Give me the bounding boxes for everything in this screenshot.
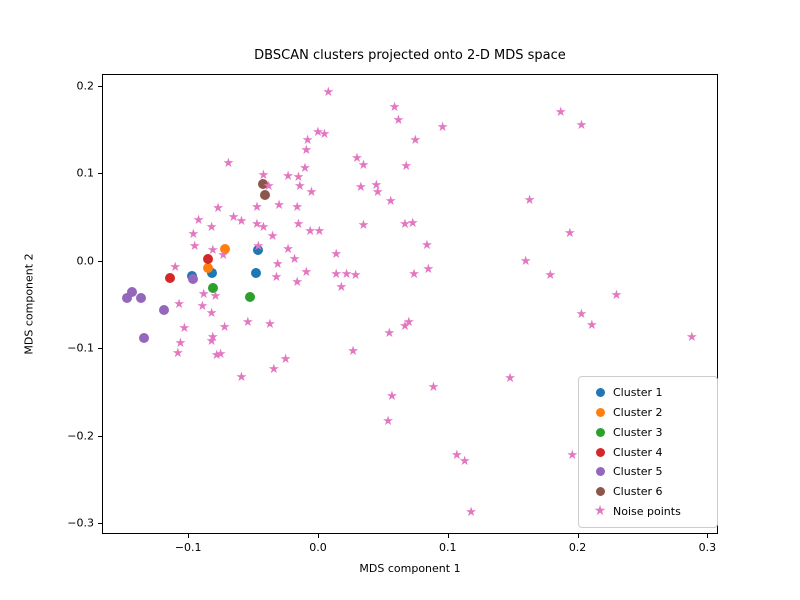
legend-label: Cluster 5 — [613, 465, 663, 479]
circle-marker-icon — [587, 408, 613, 418]
y-tick-label: 0.1 — [76, 166, 95, 180]
x-tick-label: 0.2 — [568, 541, 587, 554]
legend-label: Cluster 4 — [613, 445, 663, 459]
x-tick — [188, 534, 190, 538]
y-tick — [98, 523, 102, 525]
legend-item-cluster-6: Cluster 6 — [587, 482, 709, 502]
legend-label: Cluster 2 — [613, 406, 663, 420]
y-tick-label: −0.3 — [67, 516, 94, 530]
x-tick — [317, 534, 319, 538]
circle-marker-icon — [587, 388, 613, 398]
y-tick — [98, 260, 102, 262]
x-tick-label: 0.3 — [698, 541, 717, 554]
legend: Cluster 1 Cluster 2 Cluster 3 Cluster 4 Clus… — [578, 376, 718, 528]
x-tick — [577, 534, 579, 538]
legend-item-cluster-3: Cluster 3 — [587, 422, 709, 442]
legend-item-noise-points: ★ Noise points — [587, 501, 709, 521]
x-tick — [707, 534, 709, 538]
legend-label: Cluster 3 — [613, 425, 663, 439]
legend-label: Cluster 6 — [613, 484, 663, 498]
legend-item-cluster-1: Cluster 1 — [587, 383, 709, 403]
circle-marker-icon — [587, 486, 613, 496]
legend-label: Noise points — [613, 504, 681, 518]
y-tick — [98, 348, 102, 350]
x-axis-label: MDS component 1 — [359, 562, 461, 575]
x-tick-label: 0.0 — [309, 541, 327, 554]
y-tick-label: 0.0 — [76, 254, 95, 268]
y-tick — [98, 85, 102, 87]
x-tick-label: 0.1 — [439, 541, 457, 554]
y-tick-label: 0.2 — [76, 79, 95, 93]
legend-label: Cluster 1 — [613, 386, 663, 400]
y-tick-label: −0.2 — [67, 429, 94, 443]
y-tick — [98, 173, 102, 175]
circle-marker-icon — [587, 427, 613, 437]
plot-title: DBSCAN clusters projected onto 2-D MDS s… — [254, 48, 566, 63]
legend-item-cluster-2: Cluster 2 — [587, 403, 709, 423]
y-tick-label: −0.1 — [67, 341, 94, 355]
x-tick-label: −0.1 — [174, 541, 202, 554]
y-tick — [98, 435, 102, 437]
legend-item-cluster-5: Cluster 5 — [587, 462, 709, 482]
legend-item-cluster-4: Cluster 4 — [587, 442, 709, 462]
star-marker-icon: ★ — [593, 503, 607, 520]
circle-marker-icon — [587, 467, 613, 477]
x-tick — [447, 534, 449, 538]
circle-marker-icon — [587, 447, 613, 457]
